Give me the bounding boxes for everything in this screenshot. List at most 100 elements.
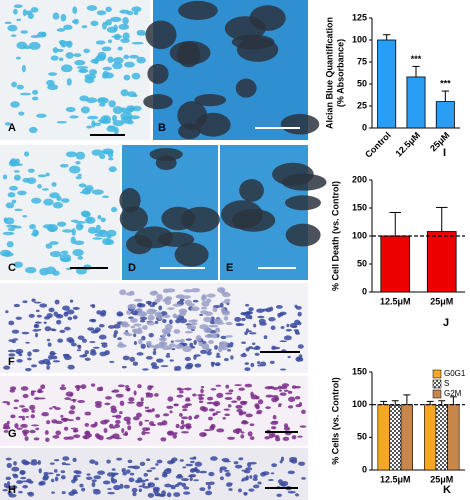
texture bbox=[73, 470, 80, 474]
texture bbox=[106, 436, 113, 440]
texture bbox=[200, 385, 205, 389]
texture bbox=[101, 73, 108, 79]
texture bbox=[214, 345, 218, 350]
texture bbox=[20, 30, 29, 34]
texture bbox=[32, 329, 40, 332]
texture bbox=[81, 188, 92, 195]
texture bbox=[252, 484, 260, 489]
texture bbox=[215, 384, 222, 387]
texture bbox=[57, 221, 67, 227]
texture bbox=[122, 32, 130, 40]
texture bbox=[210, 456, 218, 461]
bar bbox=[447, 404, 460, 471]
texture bbox=[192, 393, 197, 397]
texture bbox=[5, 202, 15, 209]
texture bbox=[107, 491, 115, 495]
texture bbox=[184, 356, 191, 361]
texture bbox=[181, 342, 188, 347]
texture bbox=[111, 206, 118, 213]
texture bbox=[121, 427, 125, 434]
texture bbox=[119, 483, 124, 489]
texture bbox=[46, 365, 50, 370]
x-tick-label: 12.5μM bbox=[393, 130, 422, 159]
texture bbox=[129, 54, 139, 59]
texture bbox=[253, 474, 258, 479]
texture bbox=[28, 41, 41, 50]
texture bbox=[181, 424, 187, 427]
texture bbox=[144, 406, 150, 409]
texture bbox=[234, 384, 243, 387]
texture bbox=[240, 421, 249, 425]
texture bbox=[7, 227, 16, 231]
texture bbox=[225, 384, 230, 389]
texture bbox=[222, 416, 226, 420]
texture bbox=[167, 396, 174, 402]
texture bbox=[195, 112, 231, 137]
texture bbox=[65, 52, 74, 59]
texture bbox=[137, 477, 143, 482]
texture bbox=[12, 338, 19, 341]
bar bbox=[377, 404, 390, 471]
texture bbox=[294, 396, 301, 400]
texture bbox=[149, 309, 158, 313]
texture bbox=[138, 420, 143, 427]
texture bbox=[25, 367, 32, 372]
texture bbox=[279, 340, 287, 343]
texture bbox=[81, 25, 88, 29]
texture bbox=[133, 11, 139, 16]
texture bbox=[219, 466, 228, 471]
texture bbox=[141, 430, 146, 436]
texture bbox=[65, 151, 78, 158]
texture bbox=[242, 352, 246, 355]
texture bbox=[23, 431, 28, 437]
texture bbox=[249, 461, 257, 465]
texture bbox=[112, 389, 120, 393]
texture bbox=[6, 224, 18, 228]
texture bbox=[185, 463, 193, 467]
texture bbox=[64, 326, 71, 331]
texture bbox=[120, 321, 129, 327]
texture bbox=[46, 420, 51, 425]
texture bbox=[78, 183, 87, 188]
texture bbox=[282, 173, 327, 191]
texture bbox=[9, 185, 18, 191]
texture bbox=[91, 479, 97, 483]
texture bbox=[155, 413, 161, 418]
texture bbox=[220, 307, 226, 313]
texture bbox=[220, 291, 229, 295]
texture bbox=[235, 428, 240, 432]
texture bbox=[13, 174, 21, 181]
texture bbox=[228, 389, 234, 393]
texture bbox=[280, 368, 287, 371]
texture bbox=[75, 223, 84, 231]
panel-label: H bbox=[8, 484, 16, 496]
texture bbox=[199, 487, 206, 492]
texture bbox=[257, 481, 262, 485]
texture bbox=[248, 346, 254, 350]
texture bbox=[194, 461, 203, 467]
texture bbox=[287, 490, 296, 494]
texture bbox=[60, 64, 73, 73]
texture bbox=[7, 192, 16, 198]
texture bbox=[235, 322, 242, 327]
texture bbox=[175, 423, 180, 429]
texture bbox=[106, 459, 111, 464]
texture bbox=[181, 478, 189, 482]
texture bbox=[157, 232, 195, 247]
texture bbox=[105, 396, 112, 400]
texture bbox=[146, 469, 153, 473]
texture bbox=[181, 405, 189, 409]
texture bbox=[283, 389, 289, 392]
texture bbox=[257, 315, 265, 319]
texture bbox=[249, 436, 255, 441]
texture bbox=[147, 314, 155, 321]
texture bbox=[73, 475, 77, 481]
texture bbox=[270, 325, 276, 330]
texture bbox=[166, 346, 174, 350]
texture bbox=[73, 53, 82, 58]
texture bbox=[195, 335, 202, 342]
texture bbox=[17, 190, 27, 196]
texture bbox=[181, 206, 221, 233]
texture bbox=[181, 431, 189, 434]
texture bbox=[112, 106, 123, 114]
